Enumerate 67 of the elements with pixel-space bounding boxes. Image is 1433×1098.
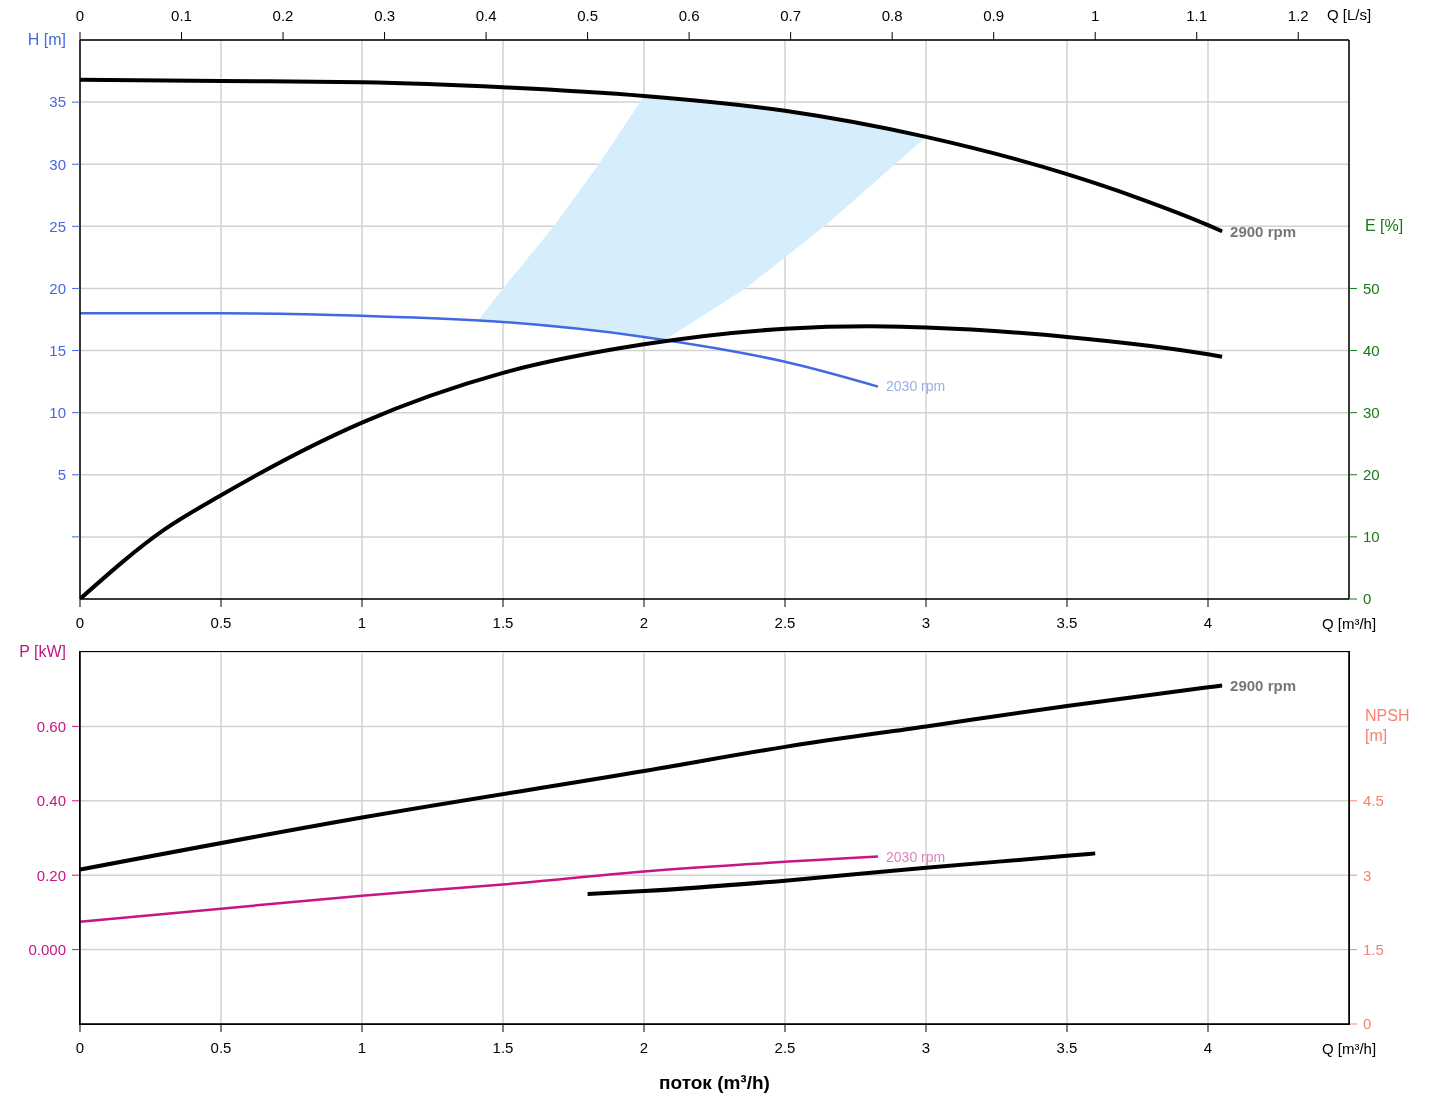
y-tick-label: 0.20: [36, 866, 66, 884]
y-tick-label: 0.40: [36, 792, 66, 810]
x2-tick-label: 0.1: [171, 6, 192, 24]
y-axis-title: P [kW]: [18, 643, 66, 661]
x2-tick-label: 0.7: [780, 6, 802, 24]
y-tick-label: 0.000: [28, 940, 66, 958]
x-tick-label: 1: [357, 613, 367, 631]
x2-tick-label: 0.5: [577, 6, 599, 24]
x2-tick-label: 0.9: [983, 6, 1005, 24]
y-tick-label: 15: [49, 341, 66, 359]
x-tick-label: 4: [1203, 613, 1213, 631]
y2-tick-label: 50: [1363, 279, 1380, 297]
y2-axis-title: E [%]: [1365, 216, 1405, 237]
x-tick-label: 1.5: [492, 613, 514, 631]
series-label: 2030 rpm: [886, 848, 946, 865]
x2-tick-label: 0.8: [881, 6, 903, 24]
x-tick-label: 3: [921, 1038, 931, 1056]
y2-tick-label: 20: [1363, 466, 1380, 484]
y2-tick-label: 1.5: [1363, 940, 1384, 958]
series-label: 2030 rpm: [886, 378, 946, 395]
series-label: 2900 rpm: [1230, 676, 1296, 694]
x-tick-label: 3.5: [1056, 1038, 1078, 1056]
y2-axis-title: NPSH [m]: [1365, 706, 1411, 747]
x2-tick-label: 0.4: [475, 6, 497, 24]
y-tick-label: 0.60: [36, 717, 66, 735]
x2-tick-label: 0.3: [374, 6, 395, 24]
x2-axis-title: Q [L/s]: [1326, 6, 1372, 23]
x-axis-title: Q [m³/h]: [1320, 615, 1378, 633]
x-tick-label: 4: [1203, 1038, 1213, 1056]
y2-tick-label: 30: [1363, 403, 1380, 421]
y-tick-label: 20: [49, 279, 66, 297]
line-series: [585, 851, 1098, 897]
y-tick-label: 10: [49, 403, 66, 421]
series-label: 2900 rpm: [1230, 222, 1296, 240]
x-tick-label: 3.5: [1056, 613, 1078, 631]
x2-tick-label: 0.6: [678, 6, 700, 24]
x-tick-label: 2: [639, 1038, 649, 1056]
x-tick-label: 2: [639, 613, 649, 631]
x2-tick-label: 0.2: [272, 6, 294, 24]
y2-tick-label: 4.5: [1363, 792, 1384, 810]
x-tick-label: 1.5: [492, 1038, 514, 1056]
x-tick-label: 0: [75, 613, 85, 631]
x2-tick-label: 1.1: [1186, 6, 1208, 24]
x-tick-label: 0.5: [210, 613, 232, 631]
x-axis-title: Q [m³/h]: [1320, 1040, 1378, 1058]
y2-tick-label: 10: [1363, 528, 1380, 546]
x-tick-label: 1: [357, 1038, 367, 1056]
x2-tick-label: 0: [75, 6, 85, 24]
y2-tick-label: 0: [1363, 590, 1372, 608]
y2-tick-label: 40: [1363, 341, 1380, 359]
x-tick-label: 0.5: [210, 1038, 232, 1056]
y-tick-label: 30: [49, 155, 66, 173]
text: поток (m³/h): [658, 1072, 771, 1094]
x-tick-label: 2.5: [774, 1038, 796, 1056]
y-axis-title: H [m]: [26, 31, 66, 49]
y-tick-label: 5: [57, 466, 66, 484]
y-tick-label: 35: [49, 93, 66, 111]
x2-tick-label: 1: [1091, 6, 1100, 24]
x-tick-label: 3: [921, 613, 931, 631]
x-tick-label: 2.5: [774, 613, 796, 631]
y-tick-label: 25: [49, 217, 66, 235]
y2-tick-label: 0: [1363, 1015, 1372, 1033]
line-series: [80, 855, 880, 923]
x-tick-label: 0: [75, 1038, 85, 1056]
line-series: [80, 312, 880, 388]
y2-tick-label: 3: [1363, 866, 1372, 884]
x2-tick-label: 1.2: [1287, 6, 1309, 24]
